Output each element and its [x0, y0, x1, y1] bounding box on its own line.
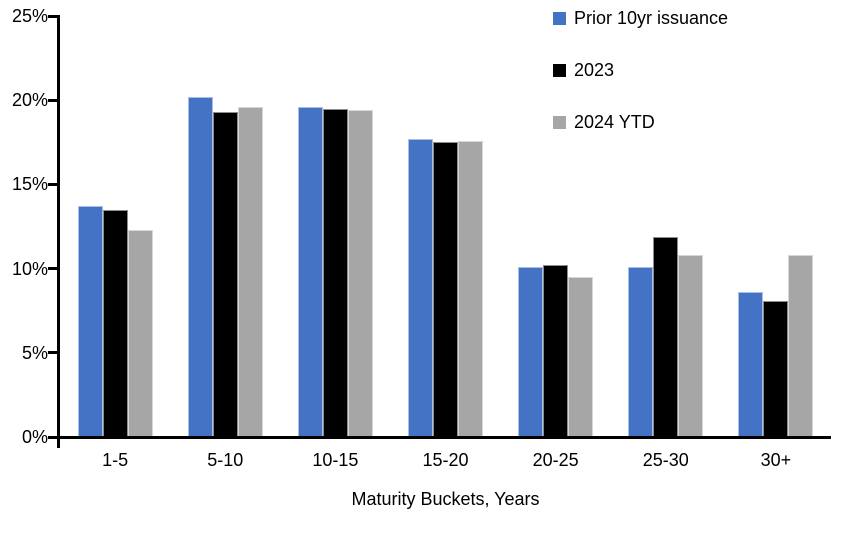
bar	[237, 106, 263, 437]
y-axis-tick-label: 5%	[21, 342, 48, 363]
y-axis-tick	[48, 14, 58, 18]
bar	[543, 265, 569, 437]
y-axis-tick-label: 10%	[11, 258, 48, 279]
bar	[408, 138, 433, 437]
bar	[102, 209, 128, 437]
legend-label: 2024 YTD	[574, 111, 655, 132]
bar	[678, 255, 704, 437]
bar-group-1-5	[77, 206, 153, 437]
x-axis-tick-label: 1-5	[102, 450, 129, 470]
legend-item: 2023	[553, 60, 728, 80]
bar	[77, 206, 103, 437]
x-axis-title: Maturity Buckets, Years	[351, 489, 540, 509]
bar	[738, 292, 764, 437]
bar	[788, 255, 814, 437]
bar	[568, 277, 594, 437]
y-axis-tick-label: 20%	[11, 90, 48, 111]
x-axis-line	[57, 436, 831, 439]
bar	[518, 266, 544, 437]
legend-item: Prior 10yr issuance	[553, 8, 728, 28]
x-axis-tick-label: 5-10	[207, 450, 244, 470]
y-axis-tick-label: 0%	[21, 427, 48, 447]
legend-label: 2023	[574, 59, 615, 80]
bar-group-20-25	[518, 265, 594, 437]
y-axis-line	[57, 15, 60, 448]
legend-label: Prior 10yr issuance	[574, 7, 729, 28]
legend-swatch-icon	[553, 63, 566, 77]
y-axis-tick	[48, 435, 58, 439]
bar-group-15-20	[408, 138, 483, 437]
bar-group-10-15	[297, 106, 373, 437]
legend-swatch-icon	[553, 115, 566, 129]
bar	[297, 106, 323, 437]
bar	[763, 300, 789, 437]
x-axis-tick-label: 10-15	[312, 450, 359, 470]
bar	[212, 112, 238, 437]
bar-group-25-30	[628, 236, 704, 437]
y-axis-tick	[48, 182, 58, 186]
y-axis-tick	[48, 351, 58, 355]
y-axis-tick-label: 15%	[11, 174, 48, 195]
y-axis-tick	[48, 98, 58, 102]
bar	[347, 110, 373, 437]
plot-area	[60, 16, 831, 437]
bar	[127, 229, 153, 437]
y-axis-tick	[48, 267, 58, 271]
bar-group-5-10	[187, 96, 263, 437]
bar	[322, 108, 348, 437]
legend: Prior 10yr issuance 2023 2024 YTD	[553, 8, 728, 164]
x-axis-tick-label: 30+	[760, 450, 792, 470]
legend-swatch-icon	[553, 11, 566, 25]
legend-item: 2024 YTD	[553, 112, 728, 132]
bar	[458, 140, 483, 437]
bar	[433, 142, 458, 437]
bar	[653, 236, 679, 437]
bar	[628, 266, 654, 437]
y-axis-tick-label: 25%	[11, 6, 48, 26]
x-axis-tick-label: 15-20	[422, 450, 469, 470]
bar-group-30+	[738, 255, 814, 437]
bar	[187, 96, 213, 437]
x-axis-tick-label: 20-25	[532, 450, 579, 470]
x-axis-tick-label: 25-30	[642, 450, 689, 470]
